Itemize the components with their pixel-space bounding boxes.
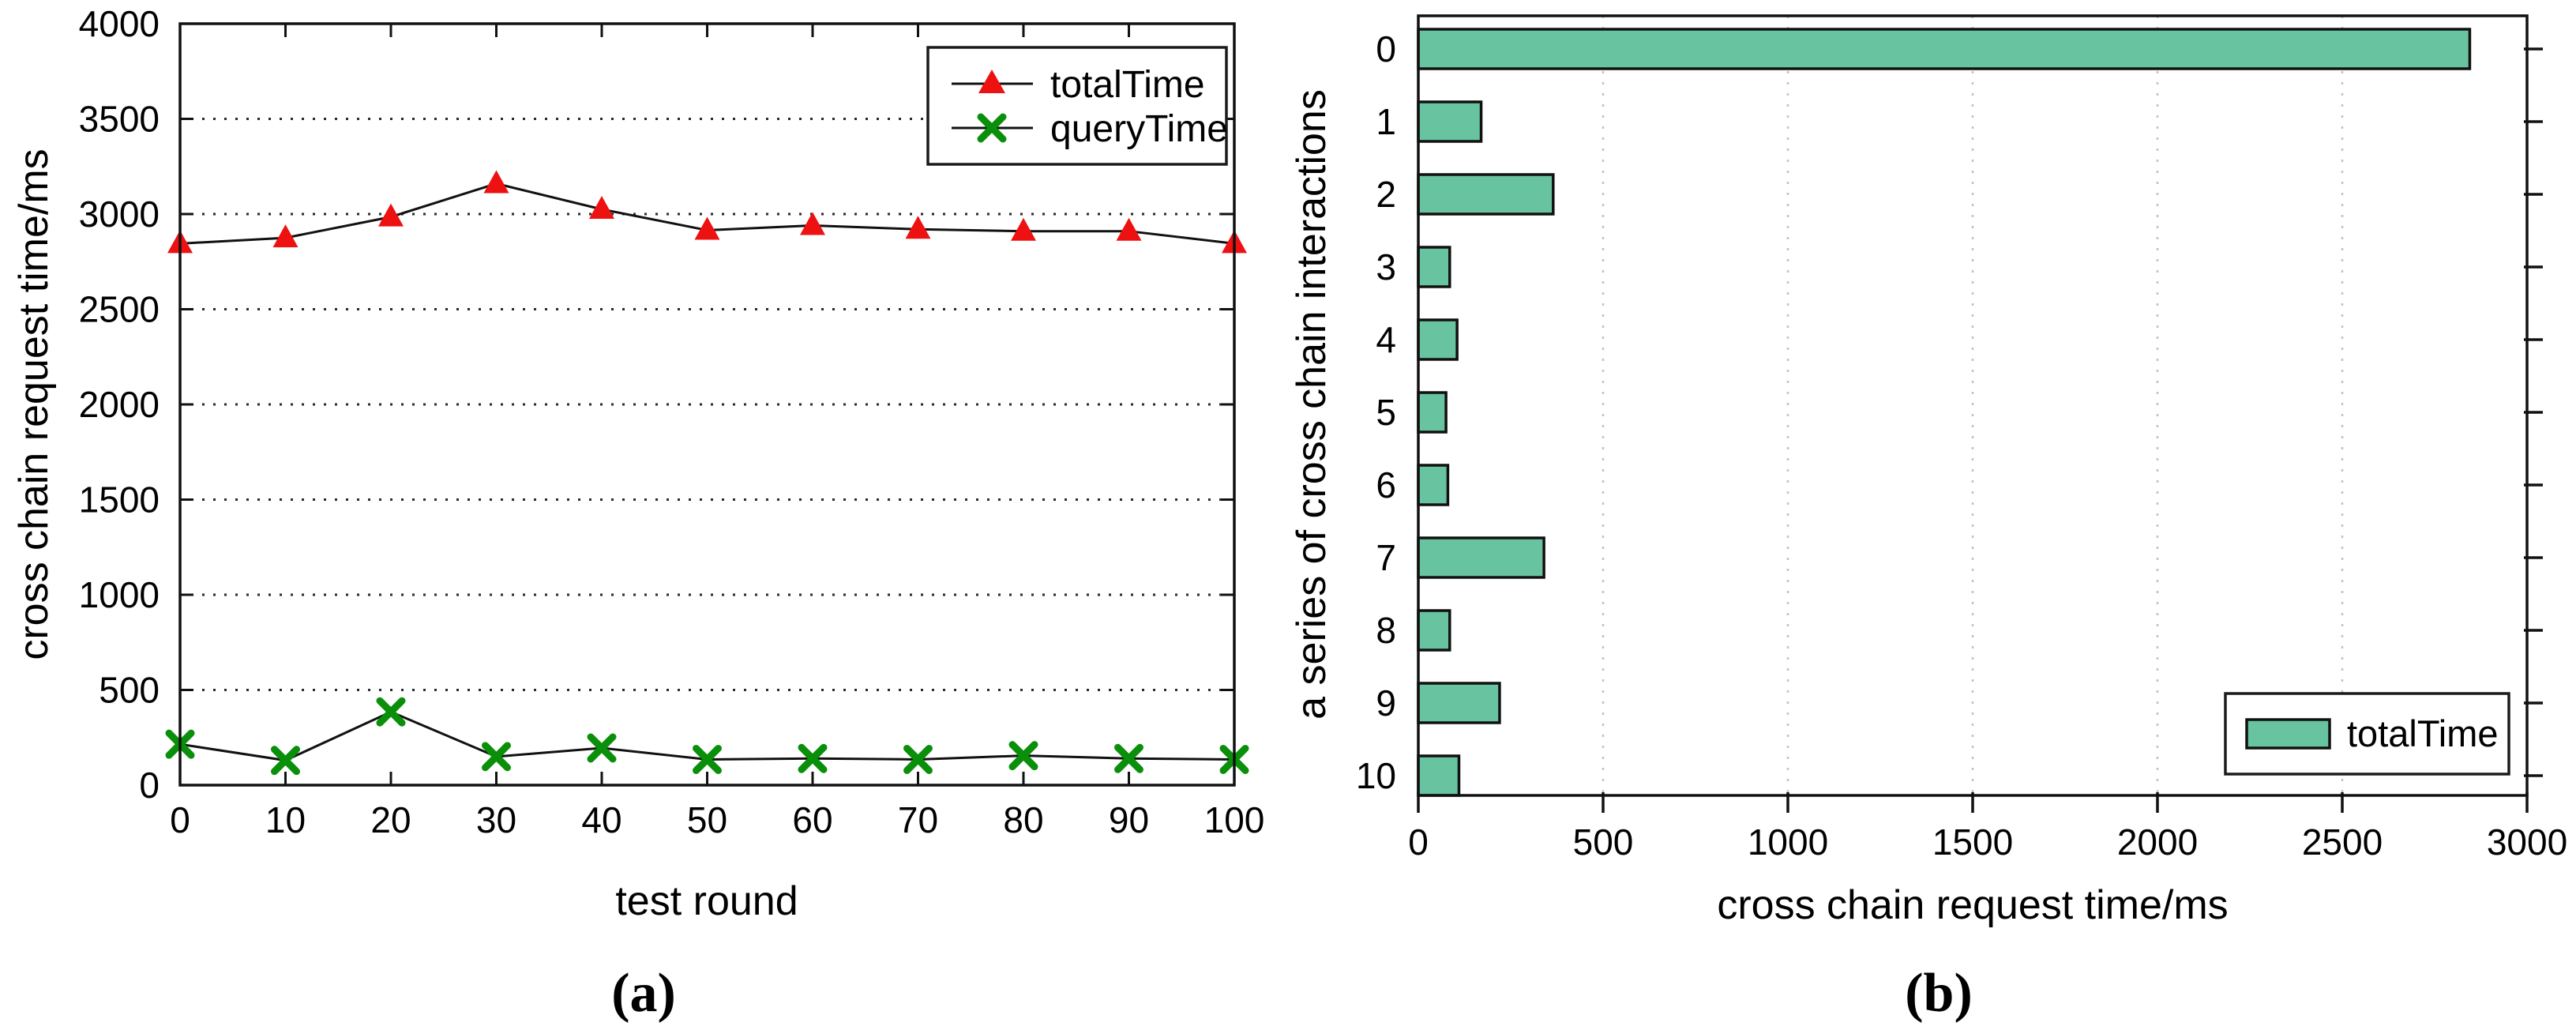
legend-a: totalTime queryTime bbox=[926, 46, 1228, 166]
x-marker-icon bbox=[271, 746, 300, 776]
bar-4 bbox=[1417, 318, 1459, 361]
category-label: 6 bbox=[1376, 464, 1396, 506]
x-tick-label: 10 bbox=[265, 799, 306, 840]
x-marker-icon bbox=[482, 742, 511, 772]
y-tick-label: 2500 bbox=[79, 289, 160, 330]
caption-a: (a) bbox=[611, 963, 676, 1024]
triangle-marker-icon bbox=[694, 216, 720, 240]
tick-labels-b: 0 500 1000 1500 2000 2500 3000 0 1 2 3 4 5 6 7 8 9 10 bbox=[1356, 28, 2567, 863]
category-label: 1 bbox=[1376, 101, 1396, 142]
triangle-marker-icon bbox=[1011, 217, 1036, 241]
bar-0 bbox=[1417, 28, 2472, 70]
x-tick-label: 0 bbox=[1408, 821, 1429, 863]
x-marker-icon bbox=[1008, 741, 1038, 771]
triangle-marker-icon bbox=[978, 70, 1005, 93]
category-label: 4 bbox=[1376, 319, 1396, 360]
triangle-marker-icon bbox=[483, 170, 509, 194]
category-label: 0 bbox=[1376, 28, 1396, 70]
ticks-b bbox=[1417, 47, 2543, 813]
x-tick-label: 100 bbox=[1204, 799, 1265, 840]
legend-entry-querytime: queryTime bbox=[952, 108, 1228, 150]
category-label: 5 bbox=[1376, 392, 1396, 433]
series-a bbox=[165, 170, 1249, 776]
y-axis-label-a: cross chain request time/ms bbox=[11, 148, 57, 660]
series-line-queryTime bbox=[179, 710, 1235, 762]
gridlines-b bbox=[1602, 16, 2344, 795]
bar-1 bbox=[1417, 100, 1483, 143]
bar-8 bbox=[1417, 609, 1451, 652]
bar-chart-b: 0 500 1000 1500 2000 2500 3000 0 1 2 3 4 5 6 7 8 9 10 cro… bbox=[1289, 14, 2567, 1024]
x-tick-label: 60 bbox=[792, 799, 832, 840]
y-axis-label-b: a series of cross chain interactions bbox=[1289, 89, 1335, 720]
y-tick-label: 1000 bbox=[79, 574, 160, 615]
category-label: 2 bbox=[1376, 174, 1396, 215]
triangle-marker-icon bbox=[272, 224, 299, 248]
x-tick-label: 90 bbox=[1109, 799, 1149, 840]
y-tick-label: 3500 bbox=[79, 99, 160, 140]
x-marker-icon bbox=[376, 697, 406, 727]
bar-10 bbox=[1417, 754, 1461, 797]
category-label: 7 bbox=[1376, 537, 1396, 578]
x-tick-label: 0 bbox=[170, 799, 190, 840]
triangle-marker-icon bbox=[589, 195, 614, 219]
x-tick-label: 30 bbox=[476, 799, 516, 840]
y-tick-label: 4000 bbox=[79, 3, 160, 44]
x-axis-label-b: cross chain request time/ms bbox=[1717, 882, 2228, 928]
plot-border-b bbox=[1417, 14, 2529, 797]
legend-swatch-totaltime bbox=[2245, 718, 2331, 750]
bar-7 bbox=[1417, 536, 1545, 579]
x-tick-label: 2500 bbox=[2302, 821, 2383, 863]
bar-3 bbox=[1417, 246, 1451, 288]
category-label: 8 bbox=[1376, 610, 1396, 651]
gridlines-a bbox=[180, 118, 1234, 691]
legend-a-box bbox=[926, 46, 1228, 166]
triangle-marker-icon bbox=[1116, 217, 1142, 241]
frame-b bbox=[1417, 14, 2529, 797]
x-axis-label-a: test round bbox=[615, 878, 798, 924]
legend-label-querytime: queryTime bbox=[1050, 108, 1228, 150]
y-tick-label: 1500 bbox=[79, 479, 160, 521]
x-tick-label: 40 bbox=[581, 799, 621, 840]
x-tick-label: 50 bbox=[687, 799, 727, 840]
category-label: 10 bbox=[1356, 755, 1396, 796]
x-tick-label: 3000 bbox=[2487, 821, 2567, 863]
bars-b bbox=[1417, 28, 2472, 797]
y-tick-label: 3000 bbox=[79, 194, 160, 235]
x-marker-icon bbox=[587, 733, 617, 763]
x-tick-label: 80 bbox=[1003, 799, 1043, 840]
category-label: 3 bbox=[1376, 246, 1396, 288]
x-marker-icon bbox=[798, 743, 828, 773]
y-tick-label: 2000 bbox=[79, 384, 160, 425]
x-marker-icon bbox=[977, 113, 1007, 143]
legend-b: totalTime bbox=[2224, 692, 2510, 776]
x-marker-icon bbox=[693, 744, 722, 774]
legend-label-totaltime: totalTime bbox=[1050, 64, 1205, 106]
x-tick-label: 500 bbox=[1573, 821, 1634, 863]
bar-5 bbox=[1417, 391, 1448, 434]
caption-b: (b) bbox=[1905, 963, 1973, 1024]
x-marker-icon bbox=[903, 744, 933, 774]
legend-label-totaltime-b: totalTime bbox=[2347, 712, 2499, 754]
triangle-marker-icon bbox=[800, 212, 825, 235]
category-label: 9 bbox=[1376, 682, 1396, 724]
bar-6 bbox=[1417, 464, 1450, 506]
y-tick-label: 0 bbox=[139, 765, 160, 806]
x-marker-icon bbox=[1114, 743, 1143, 773]
bar-2 bbox=[1417, 173, 1555, 216]
x-tick-label: 70 bbox=[898, 799, 938, 840]
line-chart-a: 0 500 1000 1500 2000 2500 3000 3500 4000 0 10 20 30 4… bbox=[11, 3, 1264, 1024]
legend-entry-totaltime: totalTime bbox=[952, 64, 1205, 106]
triangle-marker-icon bbox=[378, 203, 404, 227]
y-tick-label: 500 bbox=[99, 670, 160, 711]
triangle-marker-icon bbox=[905, 216, 931, 239]
x-tick-label: 2000 bbox=[2117, 821, 2198, 863]
x-tick-label: 1500 bbox=[1932, 821, 2013, 863]
x-tick-label: 20 bbox=[370, 799, 411, 840]
tick-labels-a: 0 500 1000 1500 2000 2500 3000 3500 4000 0 10 20 30 4… bbox=[79, 3, 1265, 840]
ticks-a bbox=[180, 22, 1234, 787]
x-tick-label: 1000 bbox=[1748, 821, 1828, 863]
bar-9 bbox=[1417, 682, 1501, 724]
